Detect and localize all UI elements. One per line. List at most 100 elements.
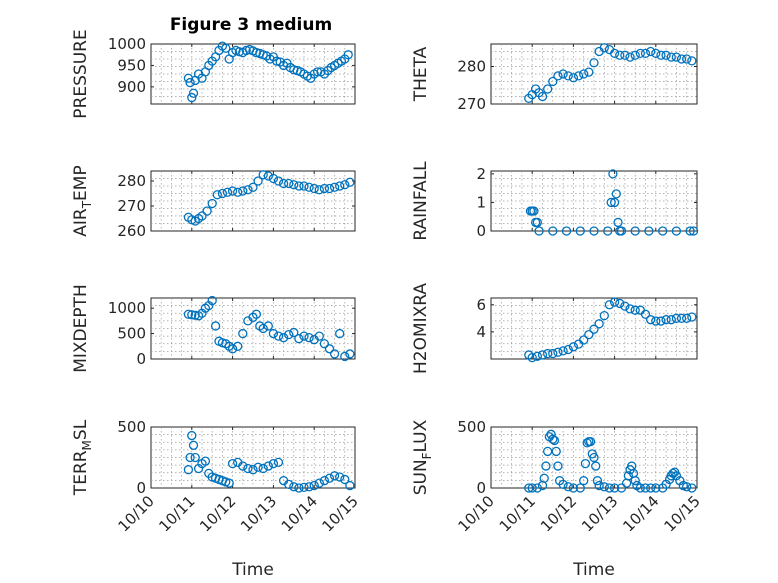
data-point	[202, 206, 212, 216]
y-tick-label: 4	[476, 323, 486, 341]
subplot-pressure: 900 950 1000 PRESSURE	[71, 29, 356, 119]
y-axis-label: THETA	[411, 46, 431, 102]
data-point	[630, 476, 640, 486]
data-point	[615, 50, 625, 60]
data-point	[217, 188, 228, 199]
data-point	[227, 458, 238, 469]
data-point	[185, 77, 195, 88]
data-point	[589, 226, 599, 236]
data-point	[568, 342, 579, 352]
subplot-h2omixra: 4 6 H2OMIXRA	[411, 283, 698, 374]
data-point	[188, 440, 199, 450]
data-point	[623, 471, 633, 481]
subplot-mixdepth: 0 500 1000 MIXDEPTH	[71, 284, 356, 373]
data-point	[329, 182, 340, 192]
data-point	[646, 315, 656, 325]
y-tick-label: 280	[457, 58, 486, 76]
data-point	[685, 226, 695, 236]
series-air-temp	[183, 170, 355, 226]
data-point	[335, 472, 345, 482]
data-point	[573, 71, 584, 81]
data-point	[548, 348, 558, 359]
data-point	[340, 474, 350, 485]
data-point	[543, 84, 553, 94]
x-axis-label: Time	[572, 560, 615, 580]
y-tick-label: 500	[117, 418, 146, 436]
x-tick-label: 10/10	[455, 492, 498, 535]
data-point	[207, 295, 217, 306]
data-point	[592, 476, 603, 486]
y-axis-label: RAINFALL	[411, 161, 431, 241]
figure-title: Figure 3 medium	[170, 15, 332, 35]
data-point	[543, 348, 553, 359]
data-point	[248, 182, 258, 192]
data-point	[579, 476, 589, 486]
data-point	[620, 301, 630, 311]
data-point	[294, 483, 304, 493]
data-point	[585, 436, 596, 447]
data-point	[658, 226, 668, 236]
data-point	[278, 332, 289, 343]
data-point	[580, 458, 591, 469]
data-point	[188, 88, 199, 98]
data-point	[238, 328, 248, 339]
data-point	[561, 226, 572, 236]
data-point	[599, 43, 609, 53]
data-point	[222, 187, 233, 197]
data-point	[644, 226, 654, 236]
data-point	[207, 198, 217, 209]
y-tick-label: 270	[117, 197, 146, 215]
y-tick-label: 280	[117, 172, 146, 190]
data-point	[661, 50, 671, 60]
series-sun-flux	[524, 429, 697, 493]
y-tick-label: 0	[476, 479, 486, 497]
data-point	[646, 483, 656, 493]
data-point	[599, 482, 609, 492]
data-point	[289, 482, 299, 492]
data-point	[630, 50, 640, 60]
data-point	[656, 50, 666, 60]
data-point	[324, 183, 335, 194]
data-point	[568, 73, 579, 83]
data-point	[253, 462, 263, 472]
subplot-theta: 270 280 THETA	[411, 43, 698, 113]
data-point	[541, 461, 551, 471]
data-point	[319, 476, 330, 486]
data-point	[304, 482, 314, 492]
y-tick-label: 0	[136, 479, 146, 497]
y-tick-label: 1000	[108, 299, 146, 317]
data-point	[183, 465, 194, 475]
x-tick-label: 10/11	[496, 492, 539, 535]
data-point	[661, 315, 671, 325]
data-point	[609, 483, 620, 493]
data-point	[258, 323, 268, 334]
axes-box	[490, 170, 698, 232]
y-tick-label: 260	[117, 222, 146, 240]
x-tick-label: 10/12	[537, 492, 580, 535]
data-point	[589, 452, 599, 463]
data-point	[345, 349, 355, 359]
x-tick-label: 10/14	[619, 492, 662, 535]
data-point	[289, 180, 299, 190]
subplot-air-temp: 260 270 280 AIRTEMP	[71, 165, 356, 240]
data-point	[666, 315, 676, 325]
data-point	[187, 92, 197, 103]
y-axis-label: AIRTEMP	[71, 165, 94, 236]
data-point	[263, 321, 273, 331]
data-point	[630, 226, 640, 236]
data-point	[258, 463, 268, 474]
data-point	[553, 71, 563, 81]
data-point	[299, 482, 309, 493]
y-axis-label: MIXDEPTH	[71, 284, 91, 373]
x-axis-label: Time	[231, 560, 274, 580]
data-point	[527, 483, 537, 493]
data-point	[584, 67, 594, 77]
y-tick-label: 2	[476, 165, 486, 183]
data-point	[646, 46, 656, 57]
data-point	[183, 73, 194, 83]
data-point	[671, 52, 682, 62]
data-point	[340, 180, 350, 190]
series-h2omixra	[524, 297, 697, 363]
data-point	[682, 313, 692, 323]
